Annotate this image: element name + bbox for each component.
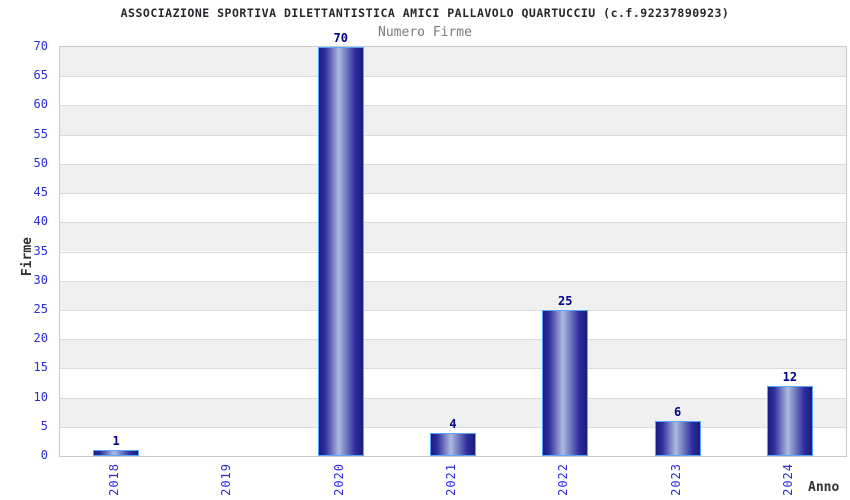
y-tick-70: 70	[33, 39, 48, 53]
bar-2020	[317, 47, 364, 456]
grid-line	[60, 426, 846, 428]
bar-2023	[654, 420, 701, 456]
grid-band	[60, 280, 846, 310]
bar-value-label: 70	[333, 31, 348, 45]
y-tick-0: 0	[40, 448, 48, 462]
bar-2024	[766, 385, 813, 456]
y-tick-35: 35	[33, 243, 48, 258]
y-tick-30: 30	[33, 272, 48, 287]
x-tick-2023: 2023	[668, 463, 683, 496]
grid-line	[60, 193, 846, 195]
bar-2022	[542, 309, 589, 456]
grid-line	[60, 397, 846, 399]
bar-value-label: 25	[558, 293, 573, 308]
x-tick-2024: 2024	[780, 463, 795, 496]
grid-band	[60, 368, 846, 398]
grid-line	[60, 280, 846, 282]
x-axis-title: Anno	[808, 480, 840, 495]
bar-value-label: 1	[112, 434, 120, 449]
y-tick-40: 40	[33, 214, 48, 229]
y-tick-20: 20	[33, 331, 48, 346]
grid-band	[60, 339, 846, 369]
y-tick-45: 45	[33, 185, 48, 200]
grid-line	[60, 105, 846, 107]
grid-band	[60, 251, 846, 281]
x-tick-2020: 2020	[331, 463, 346, 496]
grid-band	[60, 222, 846, 252]
plot-area: 1 70 4 25 6 12	[59, 31, 847, 457]
chart-subtitle: Numero Firme	[378, 25, 472, 40]
grid-line	[60, 251, 846, 253]
bar-2021	[430, 432, 476, 456]
x-tick-2019: 2019	[219, 463, 234, 496]
bar-2018	[93, 450, 140, 456]
x-tick-2021: 2021	[444, 463, 458, 496]
grid-band	[60, 76, 846, 106]
bar-value-label: 12	[782, 369, 798, 384]
grid-band	[60, 193, 846, 223]
y-tick-15: 15	[33, 360, 48, 375]
grid-line	[60, 339, 846, 341]
bar-value-label: 6	[673, 404, 682, 419]
grid-line	[60, 368, 846, 370]
grid-line	[60, 134, 846, 136]
y-tick-60: 60	[33, 97, 48, 112]
grid-band	[60, 105, 846, 135]
grid-line	[60, 309, 846, 311]
grid-line	[60, 163, 846, 165]
y-tick-65: 65	[33, 68, 48, 83]
x-tick-2022: 2022	[556, 463, 571, 496]
y-tick-25: 25	[33, 301, 48, 316]
x-tick-2018: 2018	[107, 463, 122, 496]
y-tick-55: 55	[33, 126, 48, 141]
grid-band	[60, 309, 846, 340]
grid-band	[60, 134, 846, 164]
grid-line	[60, 222, 846, 224]
y-tick-10: 10	[33, 389, 48, 404]
bar-value-label: 4	[449, 416, 457, 431]
grid-band	[60, 163, 846, 194]
chart-title: ASSOCIAZIONE SPORTIVA DILETTANTISTICA AM…	[120, 6, 730, 20]
grid-band	[60, 47, 846, 77]
grid-line	[60, 76, 846, 78]
grid-band	[60, 397, 846, 427]
y-tick-5: 5	[40, 418, 48, 433]
y-tick-50: 50	[33, 155, 48, 170]
